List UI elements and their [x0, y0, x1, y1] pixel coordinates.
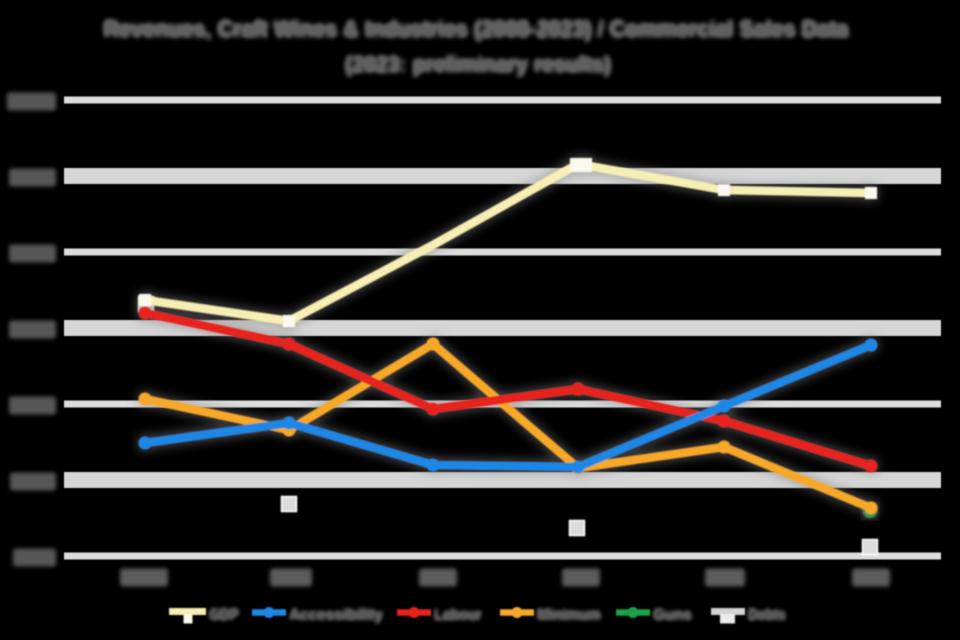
svg-text:Guns: Guns	[653, 605, 692, 624]
svg-text:Accessibility: Accessibility	[289, 605, 383, 624]
svg-text:Labour: Labour	[434, 605, 482, 624]
svg-text:Revenues, Craft Wines & Indust: Revenues, Craft Wines & Industries (2008…	[104, 16, 850, 43]
svg-text:Minimum: Minimum	[537, 605, 601, 624]
svg-text:(2023: preliminary results): (2023: preliminary results)	[345, 51, 611, 77]
svg-text:GDP: GDP	[209, 605, 239, 624]
svg-text:Debts: Debts	[748, 605, 786, 624]
